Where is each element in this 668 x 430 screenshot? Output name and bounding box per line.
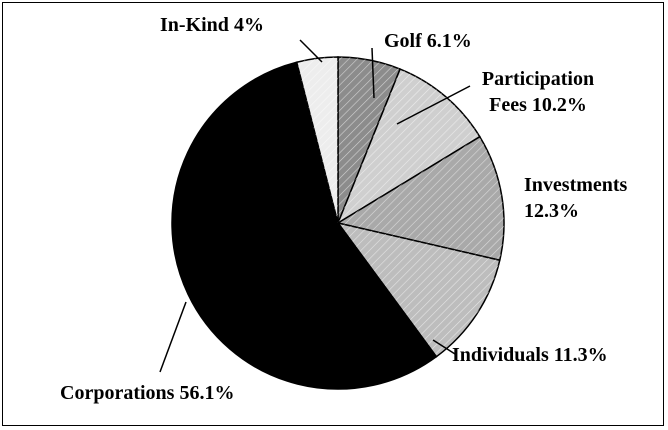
slice-value-label: 4%	[233, 14, 264, 36]
slice-label: Golf 6.1%	[384, 28, 524, 54]
slice-label: Investments 12.3%	[524, 172, 664, 224]
pie-slice	[171, 61, 438, 390]
leader-line	[159, 301, 187, 373]
chart-frame	[2, 2, 664, 426]
leader-line	[299, 39, 323, 63]
slice-value-label: 6.1%	[426, 30, 472, 52]
slice-texture	[338, 223, 500, 357]
slice-value-label: 11.3%	[553, 344, 608, 366]
slice-category: Investments	[524, 174, 628, 196]
slice-value-label: 10.2%	[531, 94, 587, 116]
slice-label: Participation Fees 10.2%	[468, 66, 608, 118]
slice-label: In-Kind 4%	[160, 12, 320, 38]
slice-texture	[338, 57, 401, 223]
slice-category: Corporations	[60, 382, 175, 404]
slice-texture	[296, 57, 338, 223]
slice-category: Individuals	[452, 344, 549, 366]
slice-value-label: 56.1%	[179, 382, 235, 404]
slice-category: Golf	[384, 30, 422, 52]
slice-label: Corporations 56.1%	[60, 380, 320, 406]
slice-category: In-Kind	[160, 14, 229, 36]
leader-line	[396, 85, 471, 125]
slice-label: Individuals 11.3%	[452, 342, 652, 368]
leader-line	[432, 339, 456, 355]
leader-line	[371, 47, 375, 99]
slice-value-label: 12.3%	[524, 200, 579, 222]
slice-texture	[338, 136, 504, 261]
slice-texture	[338, 69, 480, 224]
slice-category: Participation Fees	[481, 68, 595, 116]
